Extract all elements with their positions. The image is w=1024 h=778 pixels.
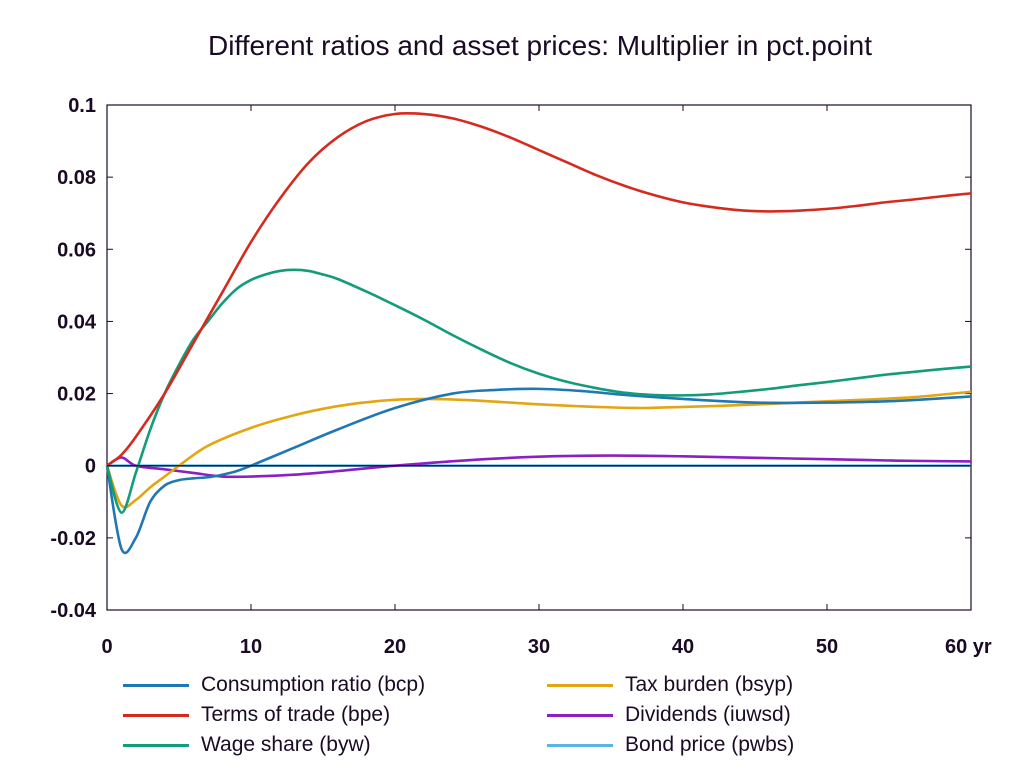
series-group bbox=[105, 112, 972, 555]
x-tick-label: 50 bbox=[816, 636, 838, 658]
x-tick-label: 60 yr bbox=[945, 636, 992, 658]
y-tick-label: 0.06 bbox=[57, 239, 96, 261]
x-axis: 0 10 20 30 40 50 60 yr bbox=[101, 105, 992, 658]
y-tick-label: 0 bbox=[85, 456, 96, 478]
x-tick-label: 40 bbox=[672, 636, 694, 658]
y-tick-label: 0.04 bbox=[57, 311, 97, 333]
y-tick-label: 0.08 bbox=[57, 167, 96, 189]
y-axis: 0.1 0.08 0.06 0.04 0.02 0 -0.02 -0.04 bbox=[50, 95, 971, 622]
y-tick-label: -0.04 bbox=[50, 600, 96, 622]
series-line-bsyp bbox=[105, 390, 972, 509]
y-tick-label: 0.02 bbox=[57, 384, 96, 406]
y-tick-label: -0.02 bbox=[50, 528, 96, 550]
chart-title: Different ratios and asset prices: Multi… bbox=[207, 30, 872, 61]
plot-frame bbox=[106, 104, 972, 611]
x-tick-label: 0 bbox=[101, 636, 112, 658]
y-tick-label: 0.1 bbox=[68, 95, 96, 117]
series-line-bcp bbox=[105, 387, 972, 555]
x-tick-label: 10 bbox=[240, 636, 262, 658]
x-tick-label: 20 bbox=[384, 636, 406, 658]
series-line-bpe bbox=[106, 112, 972, 467]
x-tick-label: 30 bbox=[528, 636, 550, 658]
